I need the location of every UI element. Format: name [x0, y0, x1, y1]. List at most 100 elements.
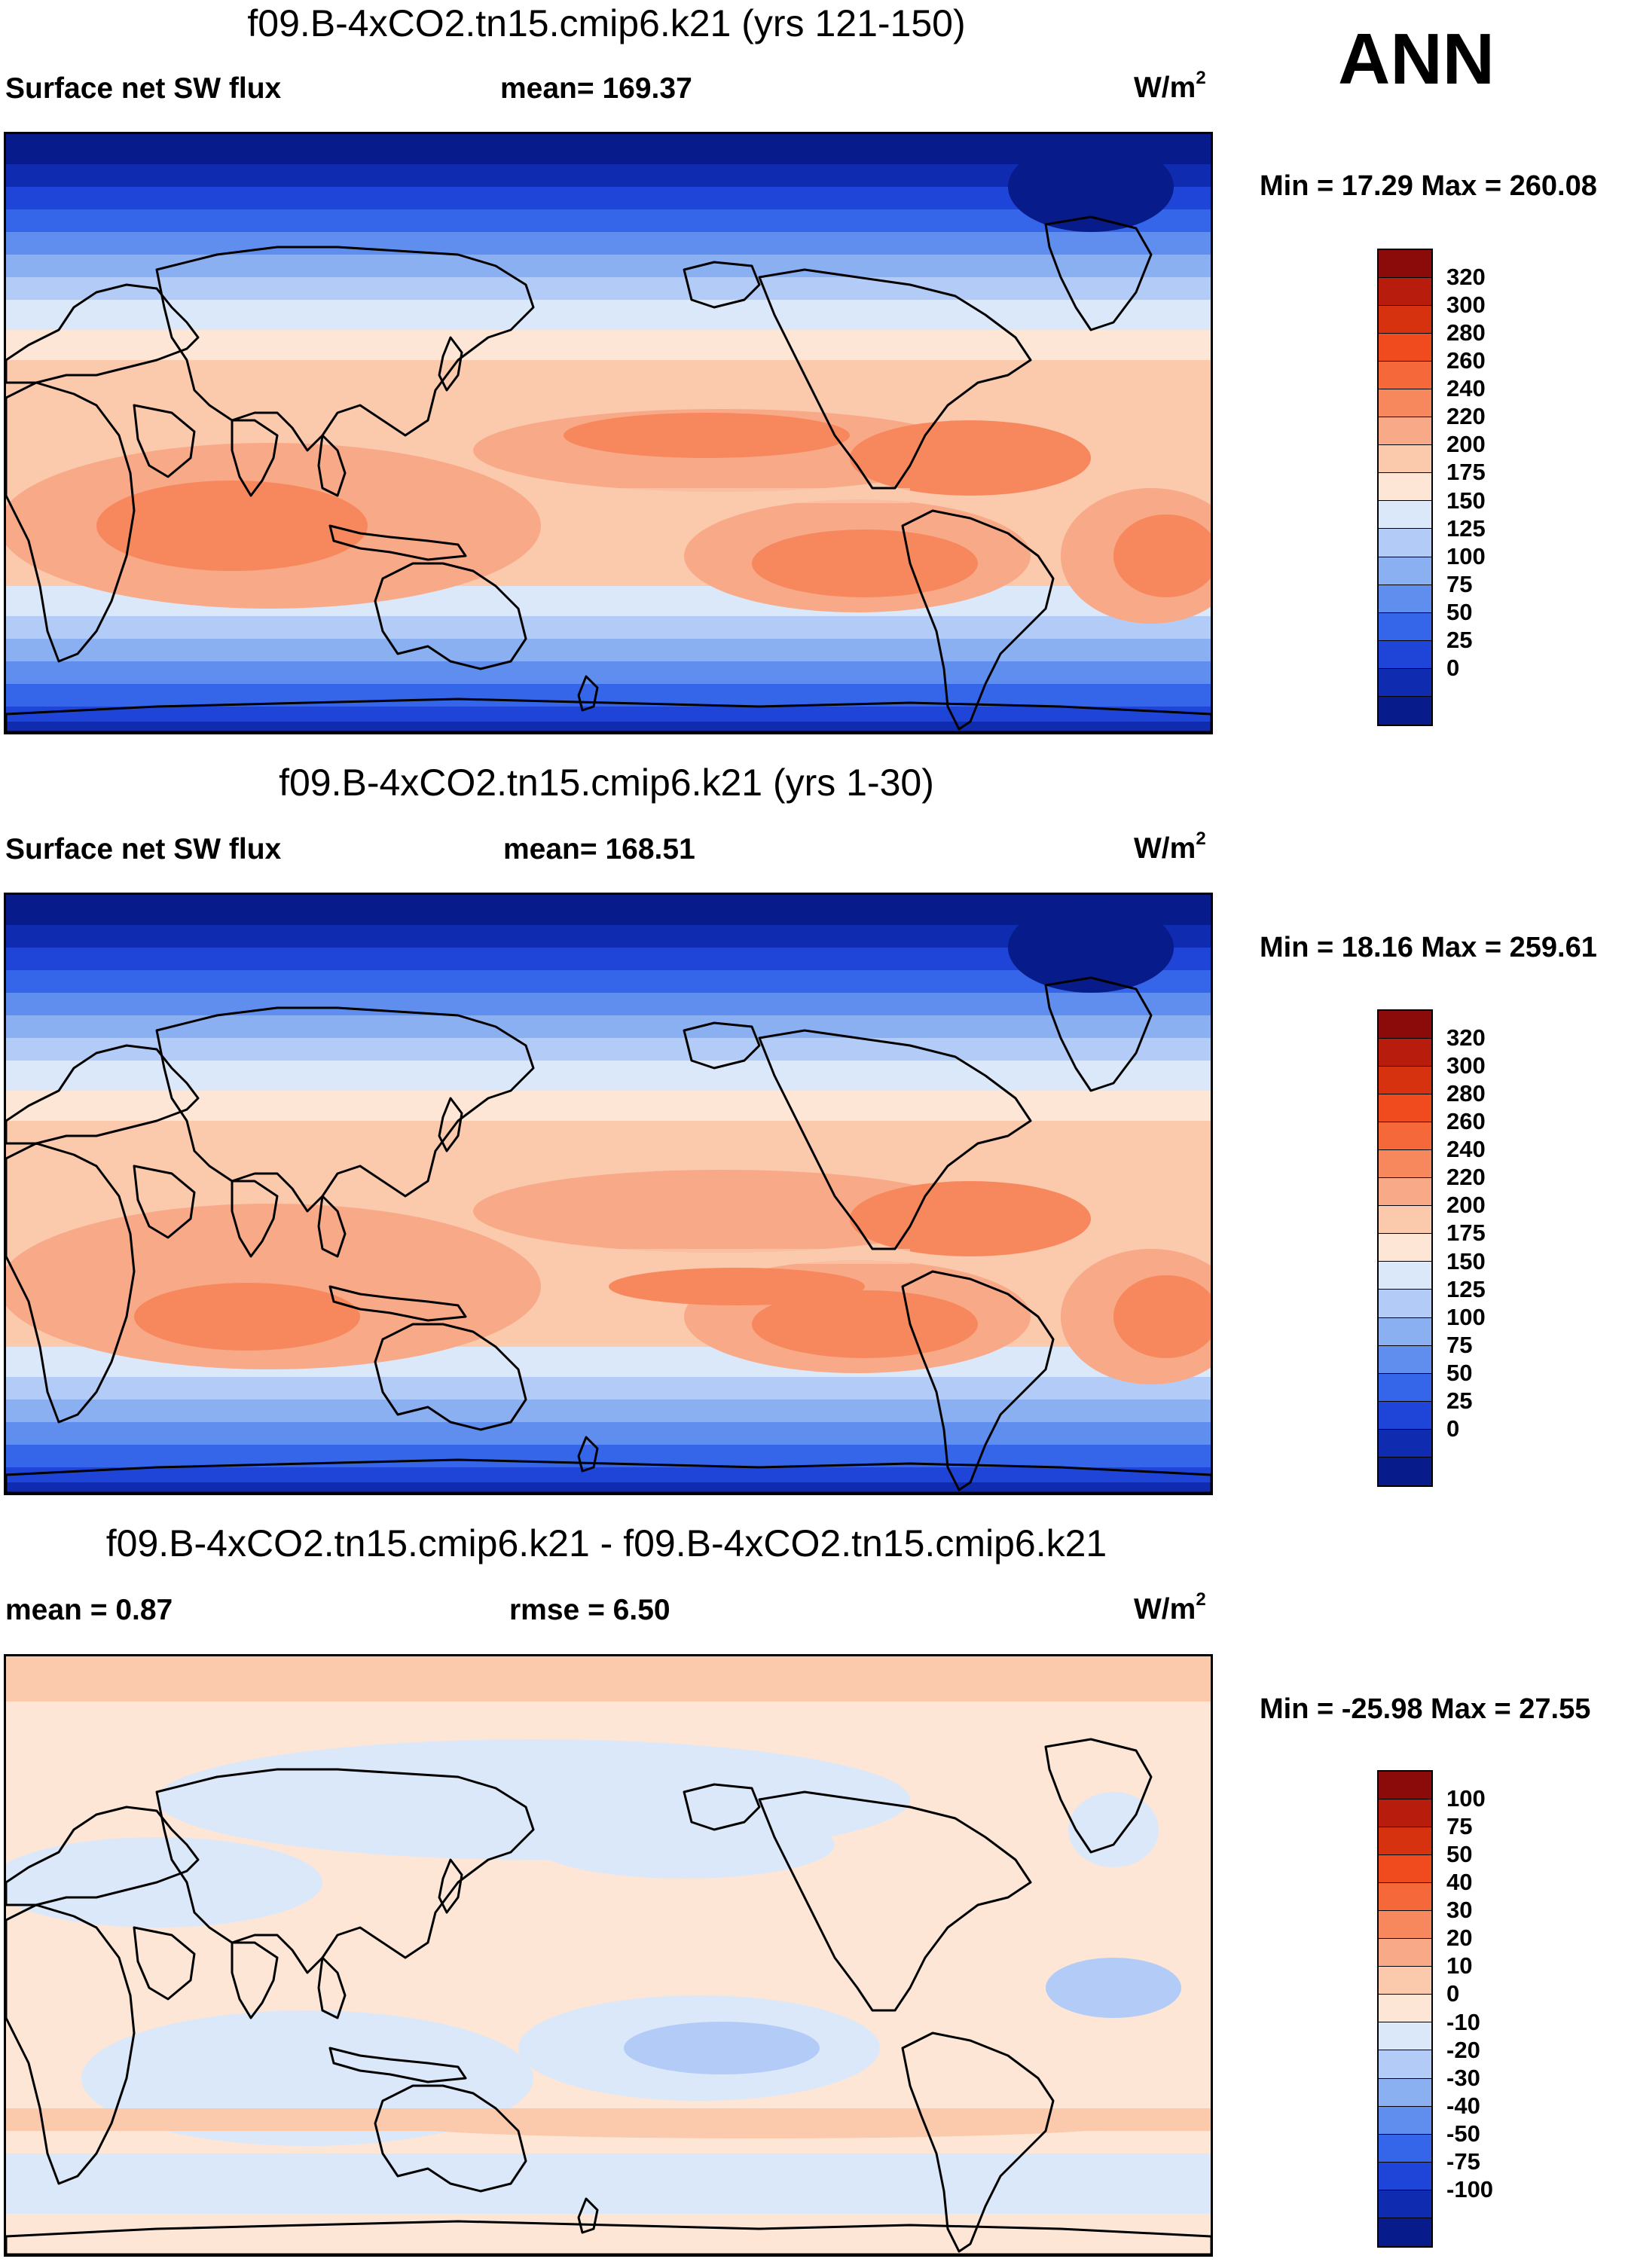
- colorbar-tick-label: 50: [1446, 1841, 1473, 1868]
- colorbar-tick-label: 240: [1446, 1136, 1486, 1163]
- coastline-samerica: [901, 1270, 1055, 1491]
- coastline-samerica: [901, 509, 1055, 731]
- colorbar-tick-label: 220: [1446, 403, 1486, 430]
- coastline-samerica: [901, 2031, 1055, 2253]
- colorbar-tick-label: 20: [1446, 1925, 1473, 1952]
- colorbar-cell: [1379, 362, 1431, 390]
- colorbar-cell: [1379, 278, 1431, 307]
- coastline-antarctica: [6, 1458, 1211, 1493]
- coastline-alaska: [683, 261, 761, 309]
- colorbar-tick-label: 150: [1446, 1247, 1486, 1274]
- colorbar-cell: [1379, 1373, 1431, 1402]
- colorbar-tick-label: 75: [1446, 570, 1473, 597]
- coastline-arabia: [133, 1165, 196, 1239]
- map-svg: [6, 895, 1211, 1493]
- min-max-label: Min = -25.98 Max = 27.55: [1260, 1693, 1591, 1725]
- colorbar-tick-label: -10: [1446, 2008, 1480, 2035]
- colorbar-cell: [1379, 1345, 1431, 1374]
- colorbar-tick-label: 25: [1446, 1387, 1473, 1414]
- colorbar-tick-label: 175: [1446, 1219, 1486, 1247]
- coastline-asia: [155, 1768, 535, 1974]
- colorbar-cell: [1379, 1094, 1431, 1123]
- units-exponent: 2: [1196, 68, 1206, 88]
- colorbar-tick-label: 260: [1446, 1108, 1486, 1135]
- coastline-europe: [6, 283, 200, 384]
- colorbar-cell: [1379, 2162, 1431, 2190]
- coastline-alaska: [683, 1783, 761, 1831]
- colorbar-tick-label: 25: [1446, 626, 1473, 653]
- colorbar-cell: [1379, 1911, 1431, 1940]
- colorbar-cell: [1379, 2050, 1431, 2079]
- colorbar-tick-label: 320: [1446, 1024, 1486, 1052]
- colorbar-tick-label: -50: [1446, 2120, 1480, 2147]
- coastline-africa: [6, 1903, 136, 2185]
- coastline-asia: [155, 1006, 535, 1213]
- colorbar-cell: [1379, 2106, 1431, 2135]
- coastline-asia: [155, 246, 535, 452]
- panel-title: f09.B-4xCO2.tn15.cmip6.k21 (yrs 1-30): [279, 762, 934, 804]
- colorbar-cell: [1379, 2218, 1431, 2246]
- colorbar-tick-label: 40: [1446, 1869, 1473, 1896]
- colorbar-tick-label: 320: [1446, 264, 1486, 291]
- colorbar-tick-label: -30: [1446, 2064, 1480, 2091]
- coastline-nz: [577, 675, 599, 712]
- colorbar-tick-label: 300: [1446, 1052, 1486, 1079]
- coastline-indonesia: [328, 1285, 467, 1322]
- colorbar-tick-label: 125: [1446, 514, 1486, 542]
- units-base: W/m: [1134, 1593, 1196, 1625]
- map-svg: [6, 134, 1211, 732]
- coastline-antarctica: [6, 697, 1211, 732]
- colorbar-tick-label: 30: [1446, 1897, 1473, 1924]
- units-exponent: 2: [1196, 829, 1206, 849]
- colorbar-cell: [1379, 668, 1431, 697]
- colorbar-cell: [1379, 1178, 1431, 1207]
- units-base: W/m: [1134, 832, 1196, 865]
- units-label: W/m2: [1134, 1589, 1206, 1626]
- colorbar-tick-label: 280: [1446, 1080, 1486, 1107]
- colorbar-cell: [1379, 1457, 1431, 1485]
- coastline-india: [231, 419, 279, 497]
- colorbar-tick-label: 50: [1446, 598, 1473, 625]
- min-max-label: Min = 17.29 Max = 260.08: [1260, 170, 1597, 202]
- units-exponent: 2: [1196, 1589, 1206, 1610]
- coastline-seasia: [317, 1195, 347, 1258]
- coastline-nz: [577, 1436, 599, 1473]
- coastline-alaska: [683, 1021, 761, 1070]
- coastline-arabia: [133, 1926, 196, 2001]
- colorbar-cell: [1379, 1206, 1431, 1235]
- coastline-india: [231, 1180, 279, 1258]
- rmse-label: rmse = 6.50: [509, 1594, 670, 1626]
- colorbar-cell: [1379, 1234, 1431, 1262]
- units-base: W/m: [1134, 72, 1196, 104]
- colorbar-cell: [1379, 1039, 1431, 1067]
- coastline-europe: [6, 1806, 200, 1906]
- colorbar-cell: [1379, 640, 1431, 669]
- colorbar-cell: [1379, 1855, 1431, 1884]
- coastline-nz: [577, 2197, 599, 2234]
- colorbar-tick-label: -20: [1446, 2036, 1480, 2063]
- colorbar-tick-label: 75: [1446, 1331, 1473, 1358]
- colorbar-cell: [1379, 501, 1431, 530]
- panel-title: f09.B-4xCO2.tn15.cmip6.k21 (yrs 121-150): [247, 2, 966, 44]
- coastline-australia: [374, 2084, 527, 2193]
- coastline-namerica: [758, 1790, 1032, 2012]
- colorbar-tick-label: 100: [1446, 1303, 1486, 1330]
- colorbar: [1377, 249, 1433, 726]
- colorbar-tick-label: 260: [1446, 347, 1486, 374]
- colorbar-cell: [1379, 445, 1431, 474]
- colorbar-cell: [1379, 2190, 1431, 2218]
- coastline-africa: [6, 381, 136, 663]
- coastline-indonesia: [328, 2047, 467, 2083]
- colorbar-cell: [1379, 306, 1431, 334]
- panel-title: f09.B-4xCO2.tn15.cmip6.k21 - f09.B-4xCO2…: [105, 1522, 1107, 1564]
- coastline-japan: [438, 1097, 463, 1152]
- variable-label: Surface net SW flux: [5, 833, 282, 865]
- map-svg: [6, 1656, 1211, 2254]
- coastline-greenland: [1044, 976, 1153, 1092]
- colorbar-tick-label: 0: [1446, 654, 1460, 681]
- mean-label: mean= 169.37: [500, 72, 692, 105]
- units-label: W/m2: [1134, 68, 1206, 105]
- colorbar-cell: [1379, 1401, 1431, 1430]
- coastline-arabia: [133, 404, 196, 478]
- colorbar-tick-label: 100: [1446, 542, 1486, 569]
